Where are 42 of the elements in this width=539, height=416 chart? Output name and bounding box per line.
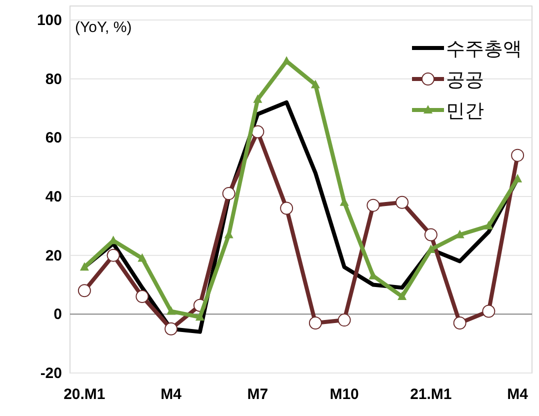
- x-tick-label: M4: [160, 386, 182, 403]
- point: [398, 292, 407, 300]
- y-axis-title: (YoY, %): [75, 19, 132, 36]
- point: [453, 316, 466, 330]
- point: [195, 312, 204, 321]
- point: [164, 322, 178, 336]
- legend-label: 민간: [446, 101, 484, 122]
- y-tick-label: 40: [45, 188, 62, 206]
- x-tick-label: M7: [247, 386, 268, 403]
- y-tick-label: 100: [36, 12, 62, 29]
- point: [138, 253, 147, 262]
- point: [253, 94, 262, 103]
- point: [80, 262, 89, 271]
- y-tick-label: 60: [45, 130, 62, 147]
- point: [106, 248, 120, 262]
- point: [396, 196, 409, 209]
- point: [511, 148, 524, 162]
- point: [280, 202, 294, 215]
- legend-label: 수주총액: [446, 39, 522, 60]
- x-tick-label: M4: [507, 386, 529, 403]
- point: [513, 174, 522, 182]
- x-tick-label: M10: [330, 386, 359, 403]
- point: [424, 228, 438, 242]
- point: [251, 125, 264, 138]
- point: [366, 198, 380, 212]
- y-tick-label: 0: [54, 306, 62, 324]
- point: [338, 314, 351, 327]
- point: [308, 316, 322, 330]
- legend-label: 공공: [446, 70, 484, 91]
- point: [78, 284, 91, 298]
- y-tick-label: 80: [45, 70, 62, 88]
- point: [166, 306, 176, 315]
- y-tick-label: -20: [40, 365, 62, 382]
- point: [136, 290, 149, 304]
- point: [310, 80, 320, 88]
- point: [484, 220, 494, 230]
- y-tick-label: 20: [45, 247, 62, 264]
- point: [426, 244, 436, 253]
- point: [482, 304, 496, 318]
- x-tick-label: 21.M1: [410, 386, 452, 403]
- x-tick-label: 20.M1: [64, 386, 106, 403]
- point: [222, 187, 236, 200]
